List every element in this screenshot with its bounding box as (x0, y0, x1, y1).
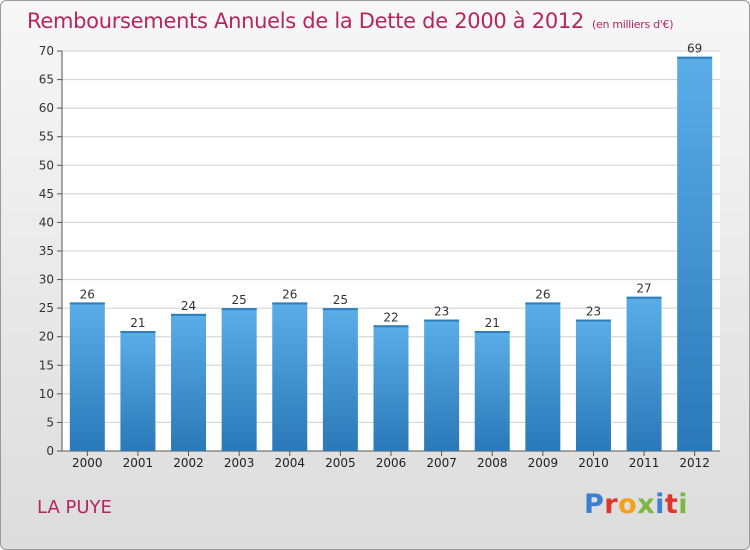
chart-unit: (en milliers d'€) (592, 18, 674, 31)
x-tick-label-2011: 2011 (629, 456, 660, 470)
y-tick-label: 70 (39, 44, 54, 58)
bar-2012 (677, 56, 713, 451)
bar-cap-2004 (272, 302, 308, 305)
bar-cap-2007 (424, 319, 460, 322)
logo-letter: o (618, 489, 638, 520)
x-tick-label-2001: 2001 (123, 456, 154, 470)
bar-2000 (69, 302, 105, 451)
bar-2011 (626, 296, 662, 451)
logo-letter: x (637, 489, 656, 520)
bar-2004 (272, 302, 308, 451)
bar-2003 (221, 308, 257, 451)
y-tick-label: 65 (39, 73, 54, 87)
commune-name: LA PUYE (37, 497, 112, 518)
x-tick-label-2000: 2000 (72, 456, 103, 470)
bar-cap-2000 (69, 302, 105, 305)
value-label-2010: 23 (586, 305, 601, 319)
value-label-2005: 25 (333, 293, 348, 307)
bars (69, 56, 713, 451)
y-tick-label: 50 (39, 158, 54, 172)
value-label-2000: 26 (80, 287, 95, 301)
logo-letter: P (584, 489, 605, 520)
bar-2008 (474, 331, 510, 451)
value-label-2012: 69 (687, 42, 702, 56)
y-tick-label: 5 (46, 415, 54, 429)
x-tick-label-2012: 2012 (679, 456, 710, 470)
x-tick-label-2003: 2003 (224, 456, 255, 470)
x-tick-label-2009: 2009 (528, 456, 559, 470)
bar-cap-2010 (575, 319, 611, 322)
y-tick-label: 40 (39, 215, 54, 229)
value-label-2011: 27 (636, 282, 651, 296)
x-tick-label-2010: 2010 (578, 456, 609, 470)
bar-2007 (424, 319, 460, 451)
bar-cap-2006 (373, 325, 409, 328)
bar-cap-2008 (474, 331, 510, 333)
y-tick-label: 10 (39, 387, 54, 401)
value-label-2008: 21 (485, 316, 500, 330)
labels: 0 5 10 15 20 25 30 35 40 45 50 55 60 65 70 26 2000 21 2001… (39, 42, 710, 470)
x-tick-label-2006: 2006 (376, 456, 407, 470)
y-tick-label: 15 (39, 358, 54, 372)
y-tick-label: 0 (46, 444, 54, 458)
bar-cap-2011 (626, 296, 662, 299)
x-tick-label-2004: 2004 (274, 456, 305, 470)
chart-title: Remboursements Annuels de la Dette de 20… (27, 9, 673, 33)
value-label-2003: 25 (232, 293, 247, 307)
value-label-2004: 26 (282, 287, 297, 301)
logo-letter: t (664, 489, 679, 520)
bar-cap-2001 (120, 331, 156, 333)
x-tick-label-2007: 2007 (426, 456, 457, 470)
bar-cap-2005 (322, 308, 358, 311)
bar-cap-2012 (677, 56, 713, 59)
value-label-2006: 22 (383, 310, 398, 324)
bar-2009 (525, 302, 561, 451)
bar-2005 (322, 308, 358, 451)
y-tick-label: 55 (39, 130, 54, 144)
bar-cap-2002 (171, 313, 207, 316)
y-tick-label: 35 (39, 244, 54, 258)
value-label-2007: 23 (434, 305, 449, 319)
bar-cap-2003 (221, 308, 257, 311)
bar-2006 (373, 325, 409, 451)
value-label-2001: 21 (130, 316, 145, 330)
x-tick-label-2005: 2005 (325, 456, 356, 470)
chart-title-text: Remboursements Annuels de la Dette de 20… (27, 9, 584, 33)
logo-letter: i (655, 489, 665, 520)
proxiti-logo: Proxiti (584, 489, 688, 520)
bar-cap-2009 (525, 302, 561, 305)
value-label-2009: 26 (535, 287, 550, 301)
bar-2001 (120, 331, 156, 451)
y-tick-label: 20 (39, 330, 54, 344)
bar-2002 (171, 313, 207, 451)
x-tick-label-2002: 2002 (173, 456, 204, 470)
logo-letter: i (678, 489, 689, 520)
value-label-2002: 24 (181, 299, 196, 313)
y-tick-label: 45 (39, 187, 54, 201)
y-tick-label: 25 (39, 301, 54, 315)
bar-2010 (575, 319, 611, 451)
y-tick-label: 60 (39, 101, 54, 115)
x-tick-label-2008: 2008 (477, 456, 508, 470)
logo-letter: r (604, 489, 619, 520)
y-tick-label: 30 (39, 273, 54, 287)
